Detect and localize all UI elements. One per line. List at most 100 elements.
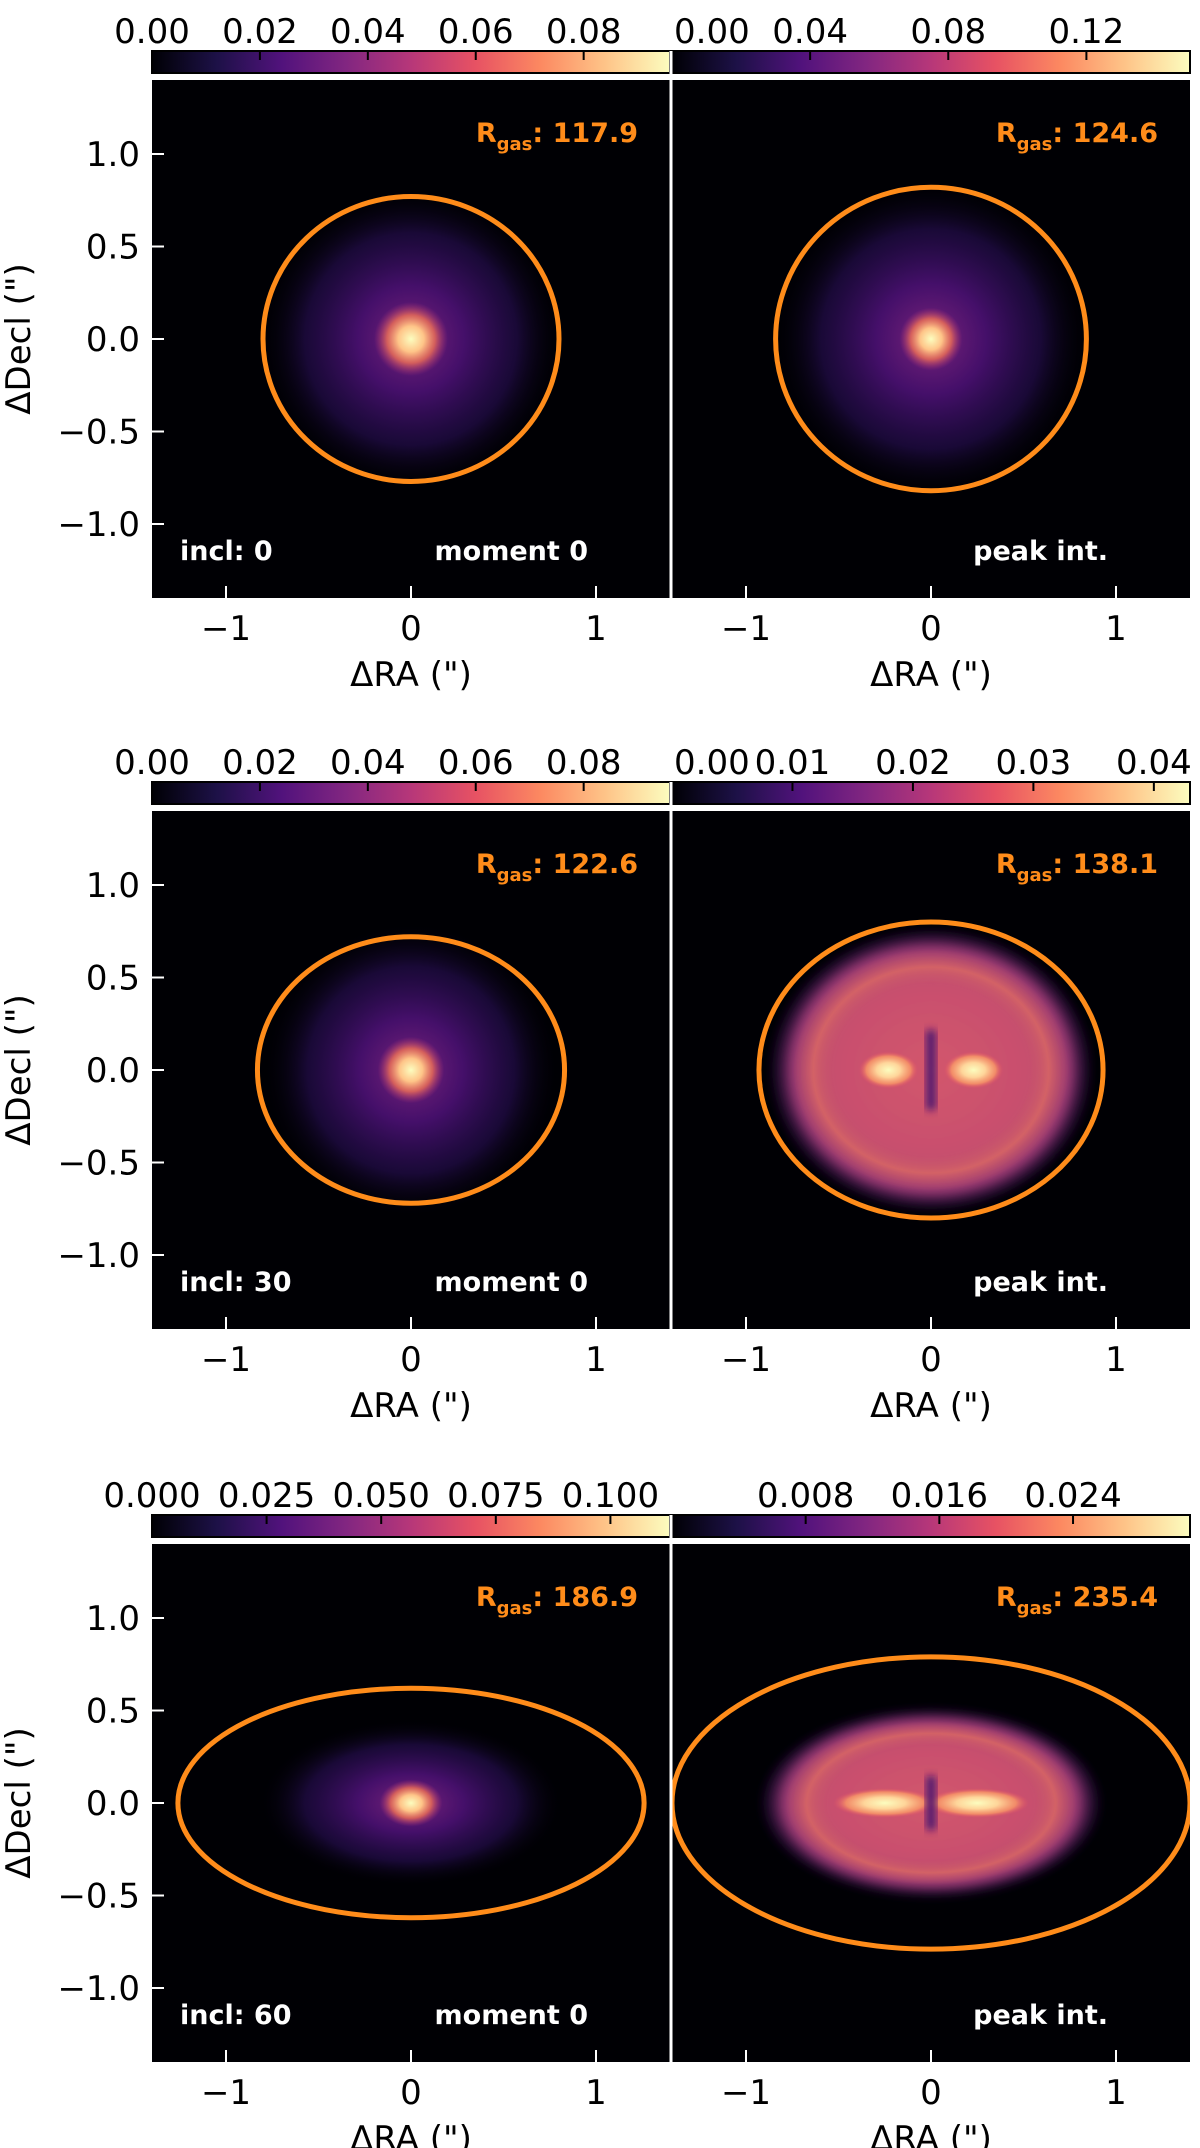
- rgas-ellipse: [756, 919, 1106, 1221]
- y-tick-label: −0.5: [57, 1877, 140, 1917]
- map-type-label: moment 0: [435, 1267, 588, 1298]
- y-tick-label: 0.5: [86, 1692, 140, 1732]
- rgas-colon: :: [532, 849, 552, 880]
- rgas-ellipse: [254, 934, 568, 1206]
- heatmap-image: [672, 1654, 1190, 1952]
- rgas-colon: :: [1052, 1582, 1072, 1613]
- x-tick-label: −1: [201, 1340, 251, 1380]
- x-tick-label: 0: [920, 2073, 942, 2113]
- x-tick-label: −1: [721, 2073, 771, 2113]
- panel-1-1: −1 0 1 ΔRA (") peak int. Rgas: 138.1 0.00 0.01 0…: [671, 743, 1192, 1426]
- colorbar-tick-label: 0.02: [875, 743, 951, 783]
- x-axis-label: ΔRA ("): [870, 655, 992, 695]
- colorbar-tick-label: 0.00: [114, 12, 190, 52]
- x-tick-label: 1: [1105, 2073, 1127, 2113]
- emission-lobe: [943, 1051, 1004, 1089]
- y-axis-label: ΔDecl ("): [0, 994, 39, 1145]
- y-tick-label: −1.0: [57, 505, 140, 545]
- x-tick-label: 1: [1105, 1340, 1127, 1380]
- colorbar: [151, 1514, 671, 1538]
- rgas-label: Rgas: 124.6: [996, 118, 1158, 155]
- rgas-subscript: gas: [497, 1598, 533, 1619]
- colorbar-tick-label: 0.08: [546, 743, 622, 783]
- emission-gap: [926, 1776, 936, 1830]
- x-tick-label: 0: [400, 1340, 422, 1380]
- rgas-value: 186.9: [553, 1582, 638, 1613]
- map-type-label: moment 0: [435, 536, 588, 567]
- emission-lobe: [832, 1788, 937, 1818]
- rgas-prefix: R: [996, 849, 1017, 880]
- colorbar-tick-label: 0.01: [755, 743, 831, 783]
- map-type-label: peak int.: [973, 536, 1108, 567]
- rgas-subscript: gas: [497, 865, 533, 886]
- heatmap-image: [254, 922, 568, 1218]
- y-tick-label: 0.5: [86, 959, 140, 999]
- rgas-prefix: R: [476, 1582, 497, 1613]
- rgas-prefix: R: [996, 1582, 1017, 1613]
- colorbar-tick-label: 0.08: [910, 12, 986, 52]
- rgas-label: Rgas: 117.9: [476, 118, 638, 155]
- x-tick-label: −1: [201, 609, 251, 649]
- heatmap-image: [175, 1685, 647, 1921]
- rgas-label: Rgas: 122.6: [476, 849, 638, 886]
- panel-2-1: −1 0 1 ΔRA (") peak int. Rgas: 235.4 0.008 0.01…: [671, 1476, 1191, 2148]
- y-axis-label: ΔDecl ("): [0, 263, 39, 414]
- rgas-colon: :: [532, 118, 552, 149]
- panel-1-0: −1 0 1 ΔRA (") 1.0 0.5 0.0 −0.5 −1.0 ΔDecl (") inc…: [0, 743, 671, 1426]
- colorbar-tick-label: 0.02: [222, 12, 298, 52]
- emission-lobe: [925, 1788, 1030, 1818]
- colorbar-tick-label: 0.04: [330, 12, 406, 52]
- colorbar-tick-label: 0.025: [218, 1476, 315, 1516]
- y-tick-label: 1.0: [86, 866, 140, 906]
- colorbar-tick-label: 0.00: [674, 12, 750, 52]
- rgas-value: 122.6: [553, 849, 638, 880]
- x-tick-label: −1: [721, 609, 771, 649]
- x-axis-label: ΔRA ("): [350, 2119, 472, 2148]
- y-tick-label: −1.0: [57, 1236, 140, 1276]
- map-type-label: peak int.: [973, 1267, 1108, 1298]
- rgas-label: Rgas: 138.1: [996, 849, 1158, 886]
- x-tick-label: 1: [585, 2073, 607, 2113]
- rgas-ellipse: [260, 194, 562, 484]
- x-tick-label: 0: [400, 609, 422, 649]
- rgas-colon: :: [1052, 118, 1072, 149]
- rgas-subscript: gas: [1017, 865, 1053, 886]
- colorbar-tick-label: 0.00: [674, 743, 750, 783]
- colorbar-tick-label: 0.04: [1116, 743, 1192, 783]
- rgas-subscript: gas: [1017, 1598, 1053, 1619]
- rgas-colon: :: [532, 1582, 552, 1613]
- rgas-value: 138.1: [1073, 849, 1158, 880]
- colorbar-tick-label: 0.02: [222, 743, 298, 783]
- colorbar-tick-label: 0.06: [438, 743, 514, 783]
- heatmap-image: [756, 919, 1106, 1221]
- rgas-label: Rgas: 186.9: [476, 1582, 638, 1619]
- panel-2-0: −1 0 1 ΔRA (") 1.0 0.5 0.0 −0.5 −1.0 ΔDecl (") inc…: [0, 1476, 671, 2148]
- x-tick-label: −1: [721, 1340, 771, 1380]
- colorbar-tick-label: 0.000: [103, 1476, 200, 1516]
- colorbar-tick-label: 0.050: [333, 1476, 430, 1516]
- x-axis-label: ΔRA ("): [350, 1386, 472, 1426]
- rgas-prefix: R: [996, 118, 1017, 149]
- rgas-value: 117.9: [553, 118, 638, 149]
- emission-core: [899, 307, 963, 371]
- inclination-label: incl: 60: [180, 2000, 292, 2031]
- y-tick-label: 1.0: [86, 1599, 140, 1639]
- x-tick-label: 1: [1105, 609, 1127, 649]
- y-tick-label: 0.0: [86, 1051, 140, 1091]
- colorbar-tick-label: 0.04: [330, 743, 406, 783]
- rgas-ellipse: [672, 1654, 1190, 1952]
- colorbar-tick-label: 0.12: [1049, 12, 1125, 52]
- x-tick-label: 0: [920, 609, 942, 649]
- heatmap-image: [773, 181, 1089, 497]
- rgas-colon: :: [1052, 849, 1072, 880]
- y-tick-label: −1.0: [57, 1969, 140, 2009]
- colorbar: [671, 781, 1191, 805]
- x-axis-label: ΔRA ("): [870, 2119, 992, 2148]
- emission-core: [374, 302, 448, 376]
- inclination-label: incl: 0: [180, 536, 273, 567]
- y-tick-label: −0.5: [57, 1144, 140, 1184]
- panel-0-0: −1 0 1 ΔRA (") 1.0 0.5 0.0 −0.5 −1.0 ΔDecl (") inc…: [0, 12, 671, 695]
- emission-lobe: [858, 1051, 919, 1089]
- x-tick-label: 0: [920, 1340, 942, 1380]
